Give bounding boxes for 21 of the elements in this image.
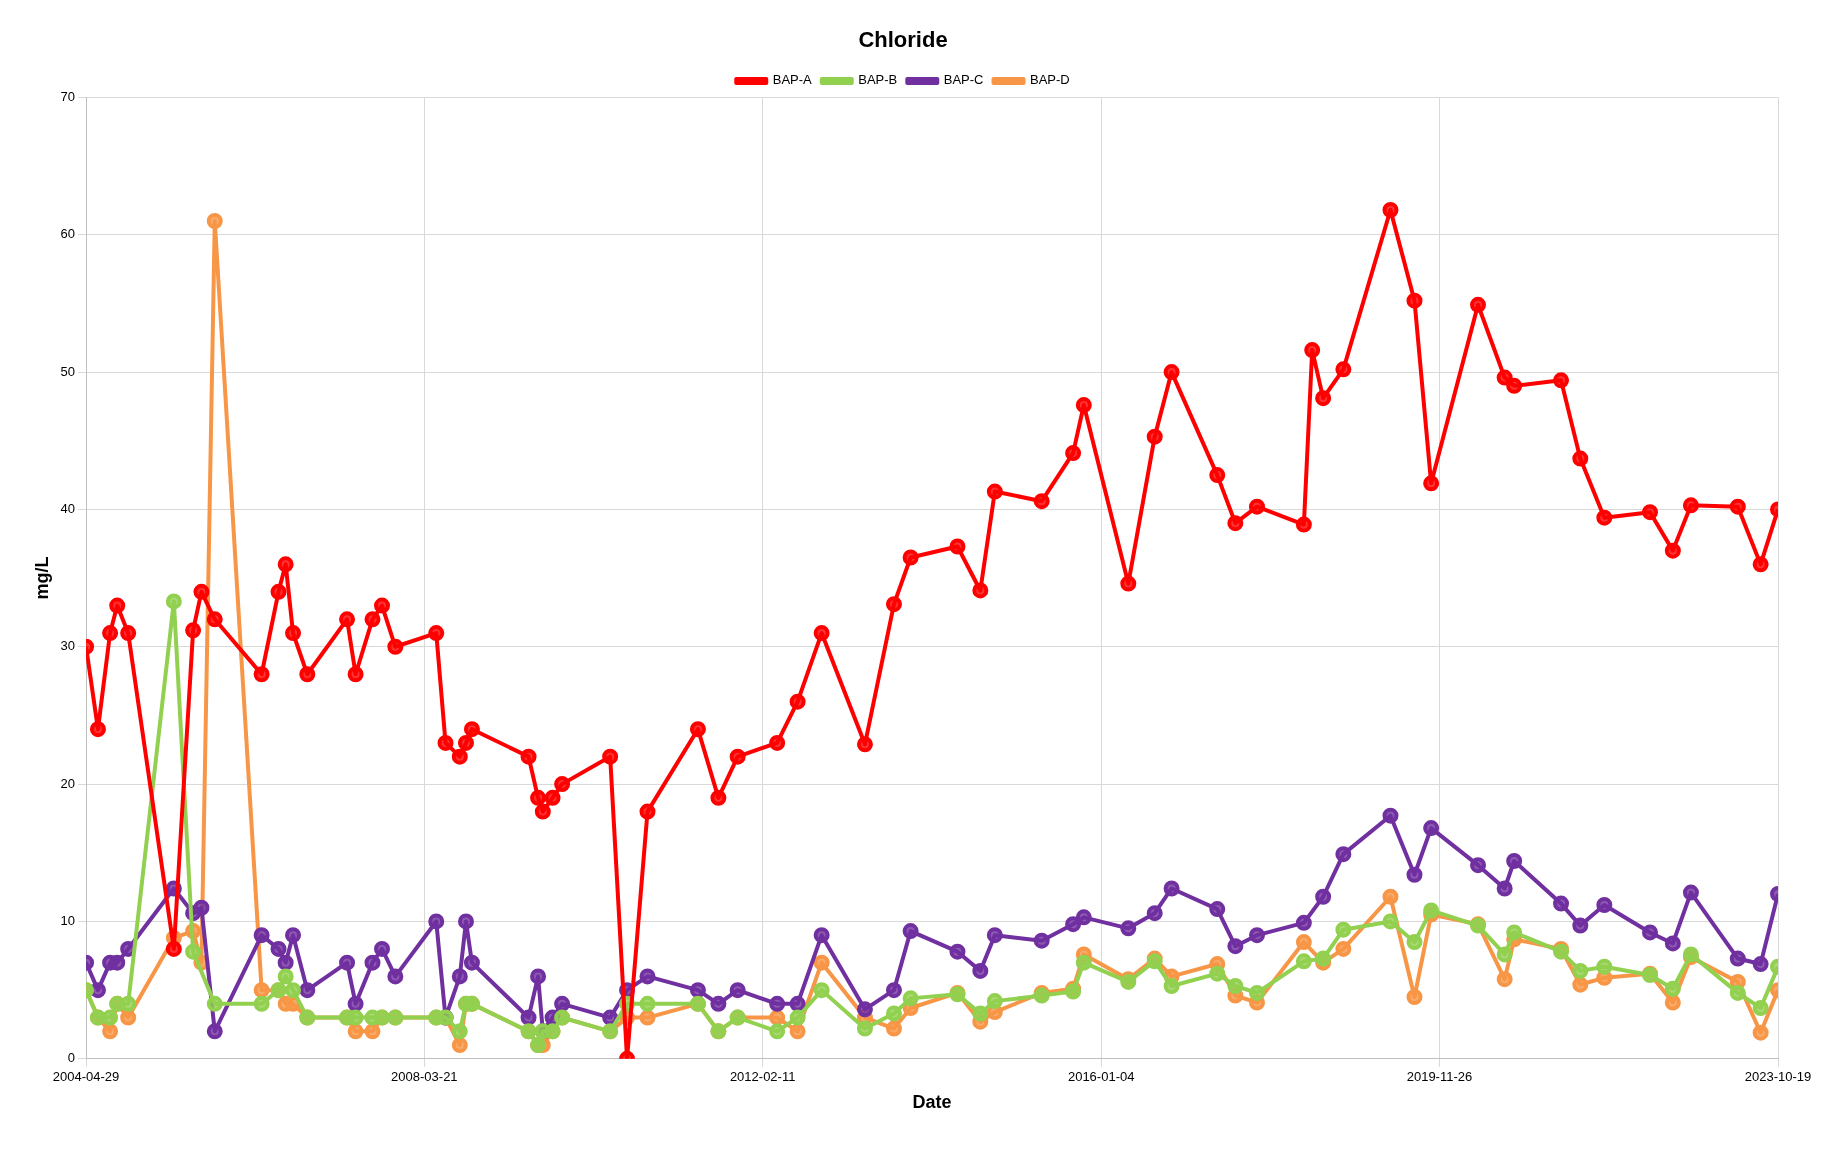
- legend-label: BAP-D: [1030, 72, 1070, 88]
- y-tick-label: 30: [60, 638, 76, 654]
- legend-label: BAP-C: [943, 72, 984, 88]
- y-axis-title: mg/L: [31, 556, 52, 600]
- y-tick-label: 70: [60, 88, 76, 104]
- legend-label: BAP-B: [858, 72, 898, 88]
- legend-label: BAP-A: [772, 72, 813, 88]
- y-tick-label: 60: [60, 226, 76, 242]
- y-tick-label: 10: [60, 913, 76, 929]
- x-tick-label: 2019-11-26: [1406, 1069, 1473, 1085]
- y-tick-label: 20: [60, 775, 76, 791]
- x-tick-label: 2004-04-29: [52, 1069, 120, 1085]
- x-tick-label: 2008-03-21: [391, 1069, 458, 1085]
- y-tick-label: 0: [67, 1050, 76, 1066]
- chart-title: Chloride: [858, 27, 948, 53]
- x-tick-label: 2012-02-11: [729, 1069, 796, 1085]
- y-tick-label: 50: [60, 363, 76, 379]
- x-axis-title: Date: [912, 1092, 952, 1113]
- y-tick-label: 40: [60, 501, 76, 517]
- x-tick-label: 2016-01-04: [1067, 1069, 1135, 1085]
- x-tick-label: 2023-10-19: [1744, 1069, 1812, 1085]
